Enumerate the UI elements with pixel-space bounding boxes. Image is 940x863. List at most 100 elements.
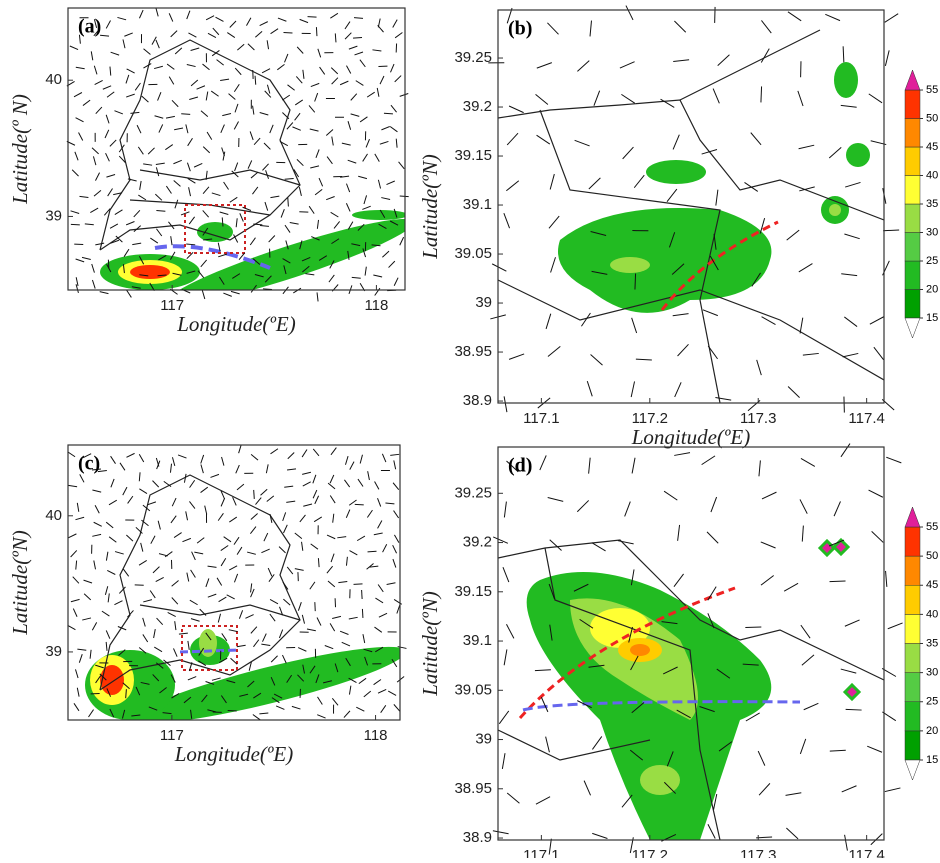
- wind-barb: [234, 574, 237, 582]
- wind-barb: [201, 464, 203, 473]
- colorbar-under: [905, 318, 920, 338]
- wind-barb: [333, 514, 334, 523]
- wind-barb: [255, 31, 262, 37]
- y-tick-label: 39.1: [463, 196, 492, 213]
- wind-barb: [187, 64, 196, 66]
- wind-barb: [757, 360, 762, 375]
- wind-barb: [395, 76, 401, 82]
- wind-barb: [342, 143, 351, 145]
- wind-barb: [271, 29, 279, 34]
- wind-barb: [332, 616, 341, 618]
- wind-barb: [222, 113, 231, 115]
- wind-barb: [126, 453, 134, 457]
- wind-barb: [92, 622, 96, 630]
- wind-barb: [169, 13, 173, 21]
- colorbar-segment: [905, 731, 920, 760]
- wind-barb: [373, 275, 382, 277]
- wind-barb: [715, 397, 731, 400]
- wind-barb: [885, 50, 889, 66]
- wind-barb: [283, 32, 292, 33]
- wind-barb: [143, 164, 152, 165]
- wind-barb: [106, 522, 113, 528]
- wind-barb: [311, 83, 319, 86]
- wind-barb: [351, 114, 360, 116]
- wind-barb: [830, 750, 846, 751]
- wind-barb: [309, 206, 314, 213]
- wind-barb: [205, 506, 207, 515]
- wind-barb: [284, 486, 293, 487]
- wind-barb: [589, 458, 591, 474]
- wind-barb: [384, 113, 393, 114]
- wind-barb: [111, 479, 114, 487]
- wind-barb: [166, 186, 171, 193]
- wind-barb: [546, 314, 551, 329]
- wind-barb: [363, 154, 368, 162]
- wind-barb: [507, 133, 518, 145]
- wind-barb: [381, 705, 386, 712]
- wind-barb: [208, 33, 216, 37]
- wind-barb: [591, 354, 603, 365]
- wind-barb: [229, 566, 237, 570]
- x-tick-label: 118: [364, 727, 388, 744]
- wind-barb: [139, 560, 147, 565]
- wind-barb: [203, 147, 210, 153]
- wind-barb: [632, 318, 637, 333]
- wind-barb: [270, 196, 279, 198]
- wind-barb: [305, 274, 314, 275]
- x-axis-title: Longitude(ºE): [631, 425, 751, 449]
- wind-barb: [95, 173, 99, 181]
- wind-barb: [140, 181, 141, 190]
- wind-barb: [799, 264, 813, 272]
- wind-barb: [224, 182, 229, 190]
- wind-barb: [346, 203, 350, 211]
- wind-barb: [250, 527, 256, 534]
- wind-barb: [276, 706, 284, 710]
- wind-barb: [355, 504, 364, 505]
- y-tick-label: 39: [475, 294, 492, 311]
- wind-barb: [379, 613, 387, 617]
- wind-barb: [328, 483, 335, 489]
- wind-barb: [327, 566, 333, 573]
- wind-barb: [279, 630, 282, 638]
- y-tick-label: 39.25: [454, 484, 492, 501]
- wind-barb: [173, 648, 177, 656]
- colorbar-segment: [905, 614, 920, 643]
- wind-barb: [229, 630, 238, 632]
- wind-barb: [143, 64, 151, 69]
- y-tick-label: 39.05: [454, 245, 492, 262]
- wind-barb: [584, 781, 590, 796]
- wind-barb: [718, 55, 730, 66]
- wind-barb: [550, 540, 562, 551]
- wind-barb: [350, 462, 354, 470]
- wind-barb: [803, 353, 819, 355]
- y-tick-label: 38.9: [463, 829, 492, 846]
- wind-barb: [191, 48, 200, 51]
- y-tick-label: 39: [45, 207, 62, 224]
- wind-barb: [332, 698, 338, 705]
- wind-barb: [801, 625, 810, 638]
- wind-barb: [592, 833, 607, 838]
- wind-barb: [127, 610, 133, 617]
- wind-barb: [577, 61, 589, 72]
- wind-barb: [95, 505, 99, 513]
- wind-barb: [378, 25, 384, 32]
- wind-barb: [845, 835, 848, 851]
- wind-barb: [761, 86, 762, 102]
- wind-barb: [156, 40, 159, 48]
- wind-barb: [841, 669, 856, 673]
- wind-barb: [391, 105, 397, 112]
- wind-barb: [297, 159, 303, 165]
- wind-barb: [143, 634, 148, 642]
- colorbar-segment: [905, 527, 920, 556]
- wind-barb: [236, 465, 240, 473]
- wind-barb: [231, 291, 240, 293]
- wind-barb: [784, 583, 798, 591]
- y-tick-label: 39: [45, 643, 62, 660]
- wind-barb: [267, 85, 269, 94]
- wind-barb: [92, 264, 95, 273]
- wind-barb: [302, 450, 307, 458]
- wind-barb: [886, 571, 887, 587]
- wind-barb: [229, 517, 236, 522]
- wind-barb: [309, 105, 315, 112]
- wind-barb: [397, 605, 400, 614]
